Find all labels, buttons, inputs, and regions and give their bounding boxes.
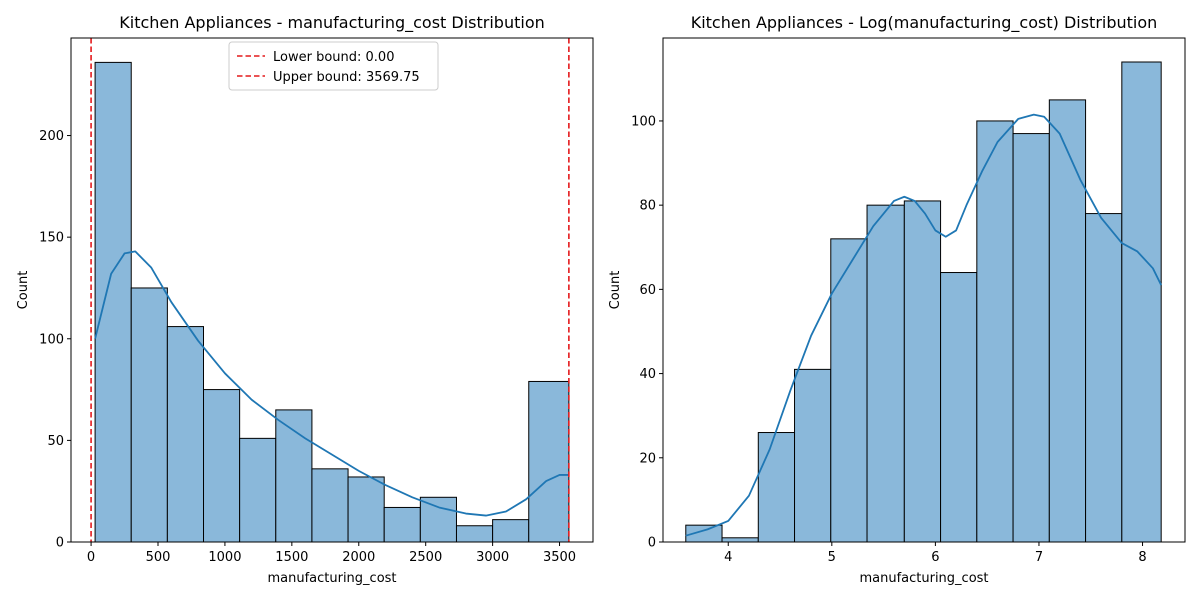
histogram-bar (347, 476, 385, 543)
bound-lines (90, 38, 570, 542)
histogram-bar (492, 519, 530, 543)
y-tick-label: 0 (648, 536, 656, 551)
histogram-bar (239, 437, 277, 543)
x-tick-label: 1500 (275, 550, 308, 565)
histogram-bar (757, 432, 796, 543)
histogram-bar (311, 468, 349, 543)
y-tick-label: 20 (639, 451, 656, 466)
legend-label-lower: Lower bound: 0.00 (273, 50, 394, 65)
x-tick-label: 2000 (342, 550, 375, 565)
x-axis-ticks: 0 500 1000 1500 2000 2500 3000 3500 (87, 542, 576, 565)
kde-curves (685, 113, 1162, 537)
histogram-bar (1048, 99, 1087, 543)
histogram-bar (903, 200, 942, 543)
chart-title: Kitchen Appliances - manufacturing_cost … (119, 13, 545, 33)
histogram-bar (721, 537, 759, 543)
y-tick-label: 150 (39, 231, 64, 246)
histogram-bar (794, 368, 832, 543)
x-tick-label: 2500 (409, 550, 442, 565)
histogram-bar (866, 204, 905, 543)
x-axis-ticks: 4 5 6 7 8 (724, 542, 1147, 565)
histogram-bar (166, 326, 205, 543)
histogram-bar (940, 272, 978, 543)
histogram-bars (94, 61, 570, 543)
x-tick-label: 500 (146, 550, 171, 565)
y-tick-label: 100 (631, 114, 656, 129)
x-tick-label: 3000 (476, 550, 509, 565)
x-tick-label: 1000 (208, 550, 241, 565)
histogram-bar (130, 287, 168, 543)
x-tick-label: 5 (828, 550, 836, 565)
x-axis-label: manufacturing_cost (267, 571, 396, 586)
x-tick-label: 0 (87, 550, 95, 565)
kde-curve (94, 250, 569, 517)
histogram-bar (419, 496, 457, 543)
y-tick-label: 200 (39, 129, 64, 144)
histogram-bar (383, 506, 421, 543)
y-tick-label: 0 (56, 536, 64, 551)
y-tick-label: 40 (639, 367, 656, 382)
kde-curve (685, 113, 1162, 537)
legend-label-upper: Upper bound: 3569.75 (273, 70, 420, 85)
histogram-bar (94, 61, 132, 543)
x-tick-label: 3500 (543, 550, 576, 565)
x-tick-label: 8 (1138, 550, 1146, 565)
y-axis-label: Count (608, 271, 623, 310)
legend: Lower bound: 0.00 Upper bound: 3569.75 (228, 41, 439, 91)
y-axis-ticks: 0 20 40 60 80 100 (631, 114, 663, 551)
manufacturing-cost-histogram: 0 500 1000 1500 2000 2500 3000 3500 0 50 100 150 20… (16, 13, 594, 586)
histogram-bar (203, 389, 241, 543)
y-tick-label: 50 (47, 434, 64, 449)
legend-box (228, 41, 439, 91)
y-axis-ticks: 0 50 100 150 200 (39, 129, 71, 551)
x-tick-label: 7 (1035, 550, 1043, 565)
histogram-bar (1085, 213, 1123, 543)
y-tick-label: 80 (639, 199, 656, 214)
histogram-bar (1012, 133, 1050, 543)
x-tick-label: 4 (724, 550, 732, 565)
y-axis-label: Count (16, 271, 31, 310)
y-tick-label: 60 (639, 283, 656, 298)
x-tick-label: 6 (931, 550, 939, 565)
histogram-bar (976, 120, 1014, 543)
kde-curves (94, 250, 569, 517)
log-manufacturing-cost-histogram: 4 5 6 7 8 0 20 40 60 80 100 Kitchen Appliances - … (608, 13, 1186, 586)
plot-frame (662, 37, 1186, 543)
y-tick-label: 100 (39, 332, 64, 347)
plot-frame (70, 37, 594, 543)
histogram-bar (1121, 61, 1162, 543)
chart-title: Kitchen Appliances - Log(manufacturing_c… (691, 13, 1158, 33)
histogram-bar (455, 525, 494, 543)
x-axis-label: manufacturing_cost (859, 571, 988, 586)
histogram-bar (830, 238, 868, 543)
histogram-bar (528, 380, 570, 543)
